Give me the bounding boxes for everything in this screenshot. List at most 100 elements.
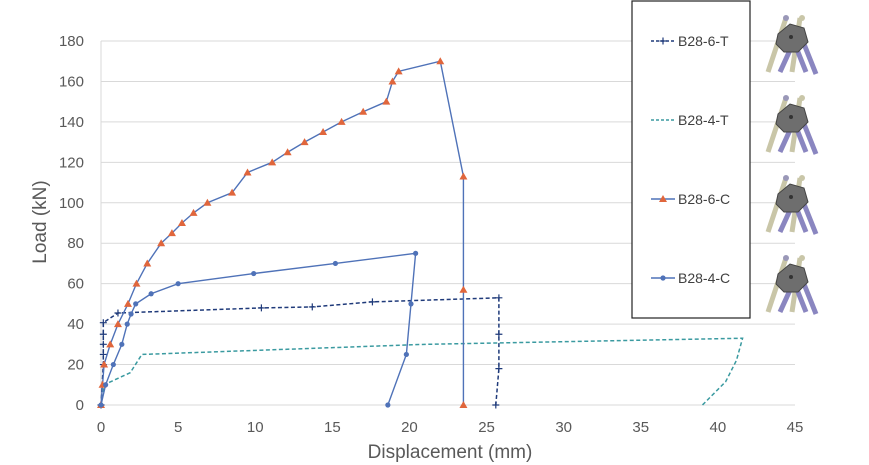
y-tick-label: 20 [67,357,84,374]
triangle-marker [143,259,152,267]
x-tick-label: 10 [247,419,264,436]
triangle-marker [459,172,468,180]
triangle-marker [436,57,445,65]
legend-label: B28-6-T [678,33,729,49]
y-axis-title: Load (kN) [30,180,51,263]
x-tick-label: 25 [478,419,495,436]
triangle-marker [157,239,166,247]
series-b28-6-c [97,57,468,408]
plus-marker [495,294,503,302]
triangle-marker [388,77,397,85]
y-tick-label: 120 [59,154,84,171]
triangle-marker [123,299,132,307]
plus-marker [495,330,503,338]
legend-label: B28-4-T [678,112,729,128]
series-line [100,337,744,406]
joint-node-icon [765,255,819,315]
triangle-marker [189,208,198,216]
x-tick-labels: 0 5 10 15 20 25 30 35 40 45 [97,419,804,436]
x-axis-title: Displacement (mm) [368,442,533,463]
triangle-marker [113,320,122,328]
triangle-marker [177,219,186,226]
plus-marker [114,309,122,317]
triangle-marker [283,148,292,156]
circle-marker [251,270,257,277]
y-tick-label: 60 [67,276,84,293]
circle-marker [98,402,104,408]
triangle-marker [459,401,468,408]
joint-node-icon [765,175,819,235]
triangle-marker [167,229,176,237]
circle-marker [124,321,130,327]
plus-marker [659,37,667,45]
y-tick-label: 160 [59,73,84,90]
plus-marker [99,350,107,358]
x-tick-label: 15 [324,419,341,436]
y-tick-label: 40 [67,316,84,333]
x-tick-label: 40 [710,419,727,436]
triangle-marker [659,195,667,202]
series-b28-4-c [98,250,419,408]
legend: B28-6-T B28-4-T B28-6-C B28-4-C [631,0,751,319]
legend-label: B28-6-C [678,191,730,207]
triangle-marker [382,97,391,105]
joint-node-icon [765,95,819,155]
x-tick-label: 0 [97,419,105,436]
series-line [100,297,500,406]
plus-marker [99,330,107,338]
y-tick-labels: 0 20 40 60 80 100 120 140 160 180 [59,33,84,414]
triangle-marker [300,138,309,146]
circle-marker [110,361,116,368]
circle-marker [660,275,666,281]
plus-marker [257,304,265,312]
circle-marker [385,402,391,408]
joint-thumbnails [765,15,819,315]
triangle-marker [319,128,328,135]
plus-marker [99,319,107,327]
plus-marker [495,365,503,373]
y-tick-label: 100 [59,195,84,212]
triangle-marker [359,107,368,115]
circle-marker [413,250,419,256]
legend-label: B28-4-C [678,270,730,286]
y-tick-label: 80 [67,235,84,252]
series-line [100,60,465,406]
circle-marker [175,281,181,287]
triangle-marker [394,67,403,75]
circle-marker [148,291,154,297]
triangle-marker [337,117,346,125]
x-tick-label: 45 [787,419,804,436]
legend-item: B28-6-C [651,191,730,207]
circle-marker [408,301,414,307]
circle-marker [403,351,409,358]
circle-marker [128,311,134,317]
series-b28-6-t [97,294,503,409]
triangle-marker [268,158,277,166]
triangle-marker [203,198,212,206]
plus-marker [368,298,376,306]
joint-node-icon [765,15,819,75]
plus-marker [308,303,316,311]
circle-marker [103,382,109,388]
legend-item: B28-4-C [651,270,730,286]
y-tick-label: 0 [76,397,84,414]
triangle-marker [132,279,141,287]
circle-marker [133,301,139,307]
circle-marker [332,260,339,267]
x-tick-label: 30 [555,419,572,436]
x-tick-label: 20 [401,419,418,436]
triangle-marker [228,188,237,196]
x-tick-label: 35 [632,419,649,436]
legend-item: B28-6-T [651,33,729,49]
plus-marker [99,340,107,348]
x-tick-label: 5 [174,419,182,436]
plus-marker [492,401,500,409]
triangle-marker [106,340,115,348]
triangle-marker [100,360,109,368]
y-tick-label: 140 [59,114,84,131]
series-lines [97,57,744,409]
triangle-marker [459,285,468,293]
y-tick-label: 180 [59,33,84,50]
series-b28-4-t [100,337,744,406]
